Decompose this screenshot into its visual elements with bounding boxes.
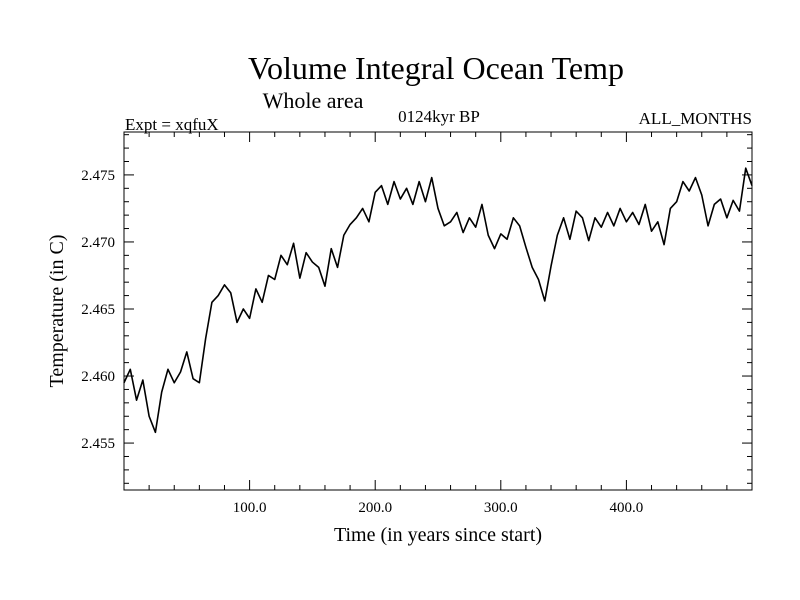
y-tick-label: 2.465	[81, 302, 115, 318]
period-label: 0124kyr BP	[398, 107, 480, 126]
x-tick-label: 400.0	[610, 500, 644, 516]
series-line	[123, 167, 753, 434]
x-tick-label: 100.0	[233, 500, 267, 516]
x-tick-label: 200.0	[358, 500, 392, 516]
x-tick-label: 300.0	[484, 500, 518, 516]
axis-ticks	[124, 132, 752, 490]
y-tick-label: 2.455	[81, 436, 115, 452]
months-label: ALL_MONTHS	[639, 109, 752, 128]
y-axis-label: Temperature (in C)	[46, 235, 68, 388]
x-axis-label: Time (in years since start)	[334, 524, 542, 546]
experiment-label: Expt = xqfuX	[125, 115, 219, 134]
y-tick-label: 2.460	[81, 369, 115, 385]
y-tick-label: 2.475	[81, 168, 115, 184]
tick-labels: 100.0 200.0 300.0 400.0 2.455 2.460 2.465 2.470…	[81, 168, 643, 516]
chart-subtitle: Whole area	[263, 88, 364, 113]
plot-frame	[123, 131, 753, 491]
chart-title: Volume Integral Ocean Temp	[248, 50, 624, 86]
y-tick-label: 2.470	[81, 235, 115, 251]
